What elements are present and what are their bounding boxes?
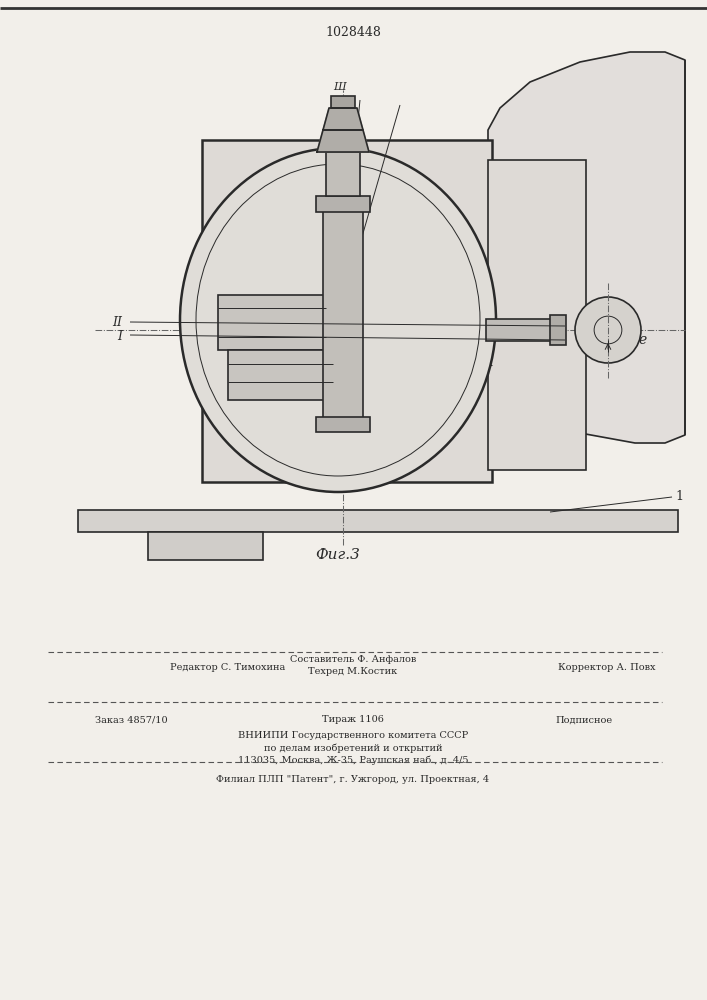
Text: Ш: Ш [334,82,346,92]
Text: I: I [117,330,122,342]
Bar [550,315,566,345]
Bar [486,319,554,341]
Bar [228,350,333,400]
Text: Редактор С. Тимохина: Редактор С. Тимохина [170,662,285,672]
Polygon shape [323,108,363,130]
Text: II: II [112,316,122,328]
Bar [78,510,678,532]
Bar [323,210,363,418]
Text: 113035, Москва, Ж-35, Раушская наб., д. 4/5: 113035, Москва, Ж-35, Раушская наб., д. … [238,755,468,765]
Text: e: e [638,333,646,347]
Text: Подписное: Подписное [555,716,612,724]
Bar [331,96,355,108]
Text: Корректор А. Повх: Корректор А. Повх [558,662,655,672]
Text: Составитель Ф. Анфалов: Составитель Ф. Анфалов [290,654,416,664]
Text: Филиал ПЛП "Патент", г. Ужгород, ул. Проектная, 4: Филиал ПЛП "Патент", г. Ужгород, ул. Про… [216,776,489,784]
Bar [488,160,586,470]
Circle shape [575,297,641,363]
Text: 1: 1 [675,490,683,504]
Text: ВНИИПИ Государственного комитета СССР: ВНИИПИ Государственного комитета СССР [238,732,468,740]
Text: Тираж 1106: Тираж 1106 [322,716,384,724]
Text: Заказ 4857/10: Заказ 4857/10 [95,716,168,724]
Polygon shape [488,52,685,443]
Text: по делам изобретений и открытий: по делам изобретений и открытий [264,743,443,753]
Bar [316,417,370,432]
Ellipse shape [180,148,496,492]
Bar [218,295,326,350]
Polygon shape [317,130,369,152]
Bar [326,152,360,196]
Text: 1028448: 1028448 [325,25,381,38]
Text: Фиг.3: Фиг.3 [315,548,361,562]
Bar [202,140,492,482]
Bar [316,196,370,212]
Text: Техред М.Костик: Техред М.Костик [308,666,397,676]
Bar [148,532,263,560]
